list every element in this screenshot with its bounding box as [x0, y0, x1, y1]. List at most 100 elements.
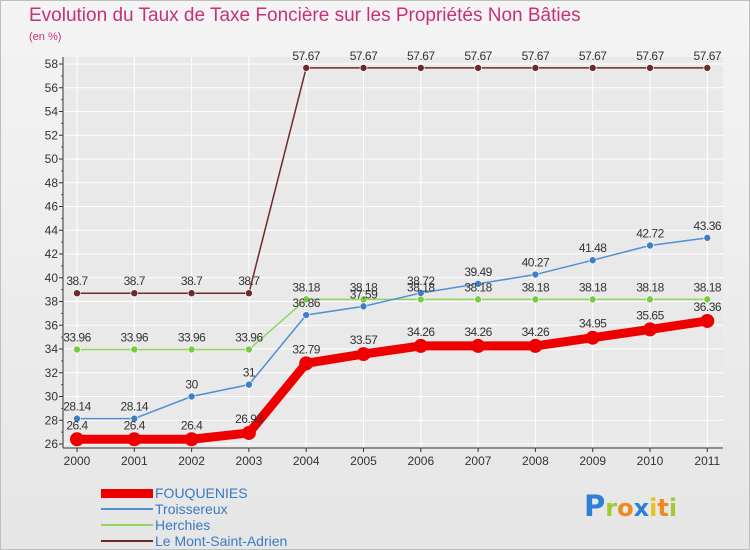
data-label: 36.86	[292, 296, 320, 310]
data-label: 33.96	[121, 330, 149, 344]
x-tick-label: 2003	[236, 454, 263, 468]
y-tick-label: 42	[45, 247, 59, 261]
data-point	[241, 425, 256, 440]
data-point	[130, 345, 139, 354]
x-tick-label: 2008	[522, 454, 549, 468]
data-label: 34.26	[522, 325, 550, 339]
series-line-1	[76, 237, 709, 420]
data-point	[646, 295, 654, 304]
data-label: 57.67	[407, 49, 435, 63]
legend-swatch	[101, 508, 153, 510]
data-point	[588, 295, 597, 304]
data-point	[528, 338, 543, 353]
data-point	[531, 270, 540, 279]
logo-letter: x	[633, 494, 650, 522]
logo-letter: i	[668, 494, 678, 522]
data-label: 39.49	[464, 265, 492, 279]
proxiti-logo: Proxiti	[584, 489, 677, 523]
data-point	[359, 302, 368, 311]
data-label: 32.79	[292, 342, 320, 356]
x-tick-label: 2000	[64, 454, 91, 468]
data-label: 26.4	[66, 418, 88, 432]
data-label: 38.18	[579, 280, 607, 294]
data-point	[187, 392, 196, 401]
logo-letter: t	[657, 494, 669, 522]
x-tick-label: 2005	[350, 454, 377, 468]
data-point	[184, 432, 199, 447]
data-point	[703, 64, 712, 72]
legend-swatch	[101, 488, 153, 498]
data-point	[302, 311, 311, 319]
data-label: 38.72	[407, 274, 435, 288]
data-point	[531, 295, 540, 304]
data-label: 38.18	[407, 280, 435, 294]
data-label: 26.4	[124, 418, 146, 432]
series-line-0	[72, 316, 712, 444]
legend-label: Le Mont-Saint-Adrien	[155, 533, 288, 549]
x-tick-label: 2011	[694, 454, 720, 468]
data-point	[130, 289, 139, 297]
data-label: 34.26	[464, 325, 492, 339]
data-point	[73, 289, 81, 297]
data-label: 26.4	[181, 418, 203, 432]
data-point	[416, 295, 425, 304]
y-tick-label: 52	[45, 128, 59, 142]
data-point	[302, 295, 311, 304]
data-label: 38.7	[66, 274, 88, 288]
data-point	[245, 345, 253, 354]
logo-letter: i	[649, 494, 658, 522]
data-point	[130, 414, 139, 423]
y-tick-label: 50	[45, 152, 59, 166]
data-point	[73, 414, 81, 423]
y-tick-label: 48	[45, 176, 59, 190]
data-label: 37.59	[350, 287, 378, 301]
y-tick-label: 36	[45, 318, 59, 332]
data-label: 33.96	[235, 330, 263, 344]
data-point	[245, 289, 253, 297]
x-tick-label: 2009	[579, 454, 606, 468]
data-point	[302, 64, 311, 72]
data-point	[359, 64, 368, 72]
data-point	[703, 295, 712, 304]
data-label: 57.67	[694, 49, 722, 63]
data-label: 31	[243, 366, 256, 380]
data-point	[471, 338, 486, 353]
data-label: 38.18	[350, 280, 378, 294]
data-point	[416, 64, 425, 72]
data-label: 38.18	[464, 280, 492, 294]
y-tick-label: 58	[45, 57, 59, 71]
y-tick-label: 26	[45, 437, 59, 451]
data-point	[703, 234, 712, 242]
y-tick-label: 32	[45, 366, 59, 380]
data-point	[646, 64, 654, 72]
data-point	[299, 356, 314, 371]
data-label: 33.57	[350, 333, 378, 347]
x-tick-label: 2001	[121, 454, 148, 468]
data-label: 57.67	[292, 49, 320, 63]
data-label: 28.14	[121, 400, 149, 414]
data-label: 57.67	[522, 49, 550, 63]
x-tick-label: 2004	[293, 454, 320, 468]
data-point	[413, 338, 428, 353]
data-label: 38.7	[124, 274, 146, 288]
data-point	[700, 313, 715, 328]
data-point	[588, 256, 597, 264]
y-tick-label: 46	[45, 200, 59, 214]
y-tick-label: 40	[45, 271, 59, 285]
data-point	[474, 295, 482, 304]
data-label: 38.7	[181, 274, 203, 288]
data-label: 30	[185, 378, 198, 392]
data-point	[531, 64, 540, 72]
data-point	[585, 330, 600, 345]
data-label: 57.67	[636, 49, 664, 63]
data-label: 34.26	[407, 325, 435, 339]
data-point	[646, 241, 654, 250]
data-point	[643, 322, 657, 337]
data-label: 38.18	[636, 280, 664, 294]
data-point	[416, 289, 425, 297]
data-point	[73, 345, 81, 354]
data-label: 57.67	[464, 49, 492, 63]
logo-letter: r	[605, 494, 618, 522]
data-label: 36.36	[694, 300, 722, 314]
